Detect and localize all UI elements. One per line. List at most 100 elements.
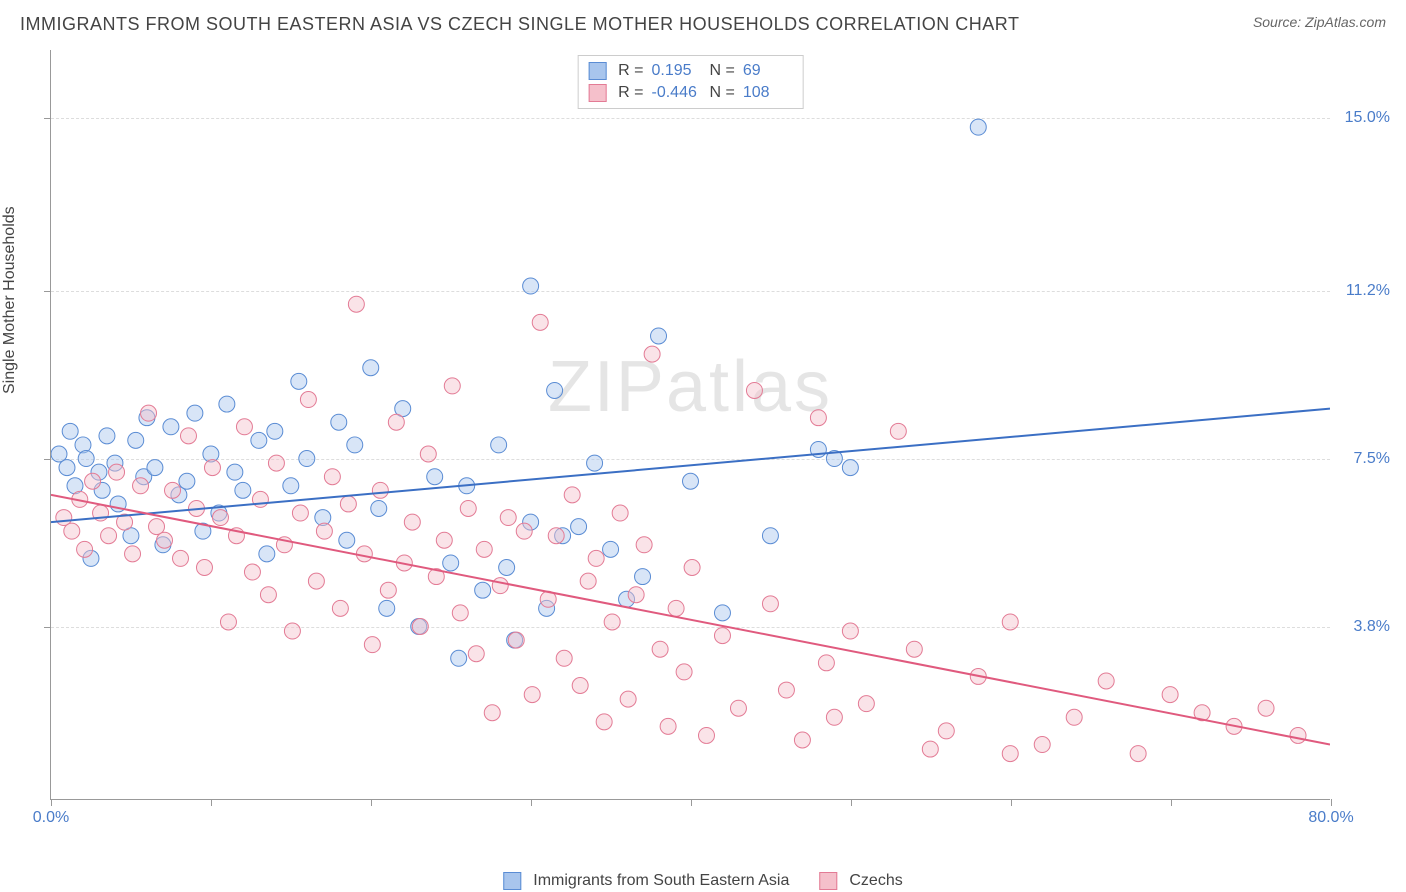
scatter-point [227, 464, 243, 480]
scatter-point [77, 541, 93, 557]
scatter-point [484, 705, 500, 721]
plot-area: ZIPatlas R = 0.195 N = 69 R = -0.446 N =… [50, 50, 1330, 800]
scatter-point [604, 614, 620, 630]
series-legend: Immigrants from South Eastern Asia Czech… [503, 872, 902, 890]
scatter-point [187, 405, 203, 421]
scatter-point [179, 473, 195, 489]
scatter-point [548, 528, 564, 544]
y-tick-mark [44, 118, 51, 119]
legend-r-label: R = [618, 82, 643, 104]
scatter-point [284, 623, 300, 639]
scatter-point [220, 614, 236, 630]
scatter-point [714, 628, 730, 644]
scatter-point [524, 687, 540, 703]
scatter-point [1290, 727, 1306, 743]
legend-r-value: -0.446 [652, 82, 702, 104]
scatter-point [858, 696, 874, 712]
scatter-point [762, 596, 778, 612]
correlation-legend: R = 0.195 N = 69 R = -0.446 N = 108 [577, 55, 804, 109]
x-tick-mark [1331, 799, 1332, 806]
scatter-point [1002, 746, 1018, 762]
scatter-point [388, 414, 404, 430]
scatter-point [147, 460, 163, 476]
scatter-point [244, 564, 260, 580]
scatter-point [235, 482, 251, 498]
legend-swatch-icon [588, 62, 606, 80]
x-tick-mark [1011, 799, 1012, 806]
legend-swatch-icon [503, 872, 521, 890]
legend-n-value: 69 [743, 60, 793, 82]
scatter-point [644, 346, 660, 362]
scatter-point [259, 546, 275, 562]
scatter-point [572, 678, 588, 694]
legend-r-value: 0.195 [652, 60, 702, 82]
chart-title: IMMIGRANTS FROM SOUTH EASTERN ASIA VS CZ… [20, 14, 1019, 35]
x-tick-mark [691, 799, 692, 806]
scatter-point [85, 473, 101, 489]
scatter-point [236, 419, 252, 435]
scatter-point [938, 723, 954, 739]
scatter-point [826, 709, 842, 725]
scatter-point [491, 437, 507, 453]
x-tick-mark [851, 799, 852, 806]
scatter-point [842, 623, 858, 639]
scatter-point [636, 537, 652, 553]
scatter-point [64, 523, 80, 539]
scatter-point [173, 550, 189, 566]
y-tick-label: 3.8% [1335, 618, 1390, 636]
scatter-point [668, 600, 684, 616]
scatter-point [125, 546, 141, 562]
y-tick-label: 11.2% [1335, 282, 1390, 300]
legend-item: Immigrants from South Eastern Asia [503, 872, 789, 890]
scatter-point [99, 428, 115, 444]
y-tick-label: 7.5% [1335, 450, 1390, 468]
scatter-point [339, 532, 355, 548]
scatter-point [890, 423, 906, 439]
scatter-point [516, 523, 532, 539]
scatter-point [219, 396, 235, 412]
scatter-point [970, 119, 986, 135]
scatter-point [332, 600, 348, 616]
y-axis-title: Single Mother Households [1, 206, 19, 394]
scatter-point [133, 478, 149, 494]
scatter-point [356, 546, 372, 562]
scatter-point [746, 382, 762, 398]
y-tick-mark [44, 291, 51, 292]
scatter-point [620, 691, 636, 707]
scatter-point [371, 500, 387, 516]
x-tick-mark [211, 799, 212, 806]
scatter-point [420, 446, 436, 462]
scatter-point [291, 373, 307, 389]
scatter-point [571, 519, 587, 535]
scatter-point [331, 414, 347, 430]
legend-n-label: N = [710, 60, 735, 82]
scatter-point [556, 650, 572, 666]
legend-label: Immigrants from South Eastern Asia [533, 872, 789, 890]
scatter-point [1034, 737, 1050, 753]
scatter-point [730, 700, 746, 716]
legend-n-label: N = [710, 82, 735, 104]
scatter-point [628, 587, 644, 603]
scatter-point [660, 718, 676, 734]
x-tick-mark [371, 799, 372, 806]
scatter-point [1162, 687, 1178, 703]
scatter-point [260, 587, 276, 603]
scatter-point [141, 405, 157, 421]
scatter-point [109, 464, 125, 480]
scatter-point [165, 482, 181, 498]
scatter-point [412, 619, 428, 635]
scatter-point [443, 555, 459, 571]
scatter-point [204, 460, 220, 476]
scatter-point [635, 569, 651, 585]
scatter-point [180, 428, 196, 444]
x-tick-mark [51, 799, 52, 806]
scatter-point [762, 528, 778, 544]
scatter-point [340, 496, 356, 512]
legend-label: Czechs [849, 872, 902, 890]
regression-line [51, 495, 1330, 745]
scatter-point [794, 732, 810, 748]
scatter-point [596, 714, 612, 730]
scatter-point [523, 278, 539, 294]
scatter-point [379, 600, 395, 616]
scatter-point [300, 392, 316, 408]
